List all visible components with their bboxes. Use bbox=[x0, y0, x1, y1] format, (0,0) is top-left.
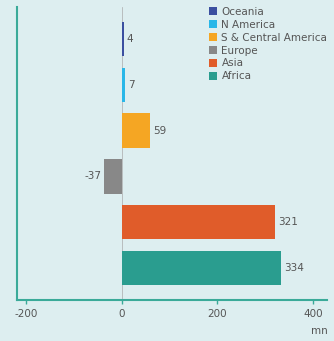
Text: 59: 59 bbox=[153, 125, 166, 135]
Bar bbox=[122, 22, 124, 56]
Bar bbox=[122, 251, 282, 285]
Legend: Oceania, N America, S & Central America, Europe, Asia, Africa: Oceania, N America, S & Central America,… bbox=[209, 7, 327, 81]
Text: 4: 4 bbox=[127, 34, 133, 44]
Text: 321: 321 bbox=[278, 217, 298, 227]
Bar bbox=[122, 68, 125, 102]
Bar bbox=[122, 205, 275, 239]
Text: -37: -37 bbox=[84, 172, 101, 181]
Text: mn: mn bbox=[311, 326, 327, 337]
Bar bbox=[104, 159, 122, 194]
Text: 334: 334 bbox=[284, 263, 304, 273]
Bar bbox=[122, 113, 150, 148]
Text: 7: 7 bbox=[128, 80, 135, 90]
